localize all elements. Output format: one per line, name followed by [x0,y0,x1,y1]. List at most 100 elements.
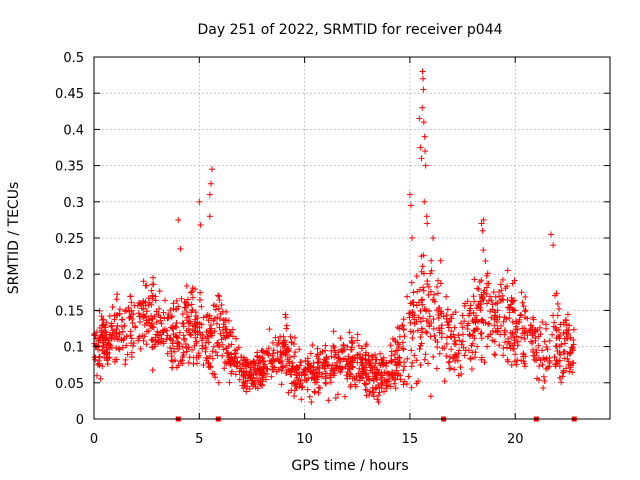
data-point [322,375,329,382]
data-point [213,303,220,310]
data-point [370,389,377,396]
data-point [93,372,100,379]
data-point [465,312,472,319]
data-point [511,277,518,284]
data-point [396,333,403,340]
data-point [98,313,105,320]
data-point [100,343,107,350]
data-point [378,356,385,363]
data-point [546,357,553,364]
data-point [413,357,420,364]
data-point [240,357,247,364]
data-point [113,296,120,303]
data-point [210,343,217,350]
data-point [469,340,476,347]
data-point [107,332,114,339]
data-point [245,362,252,369]
data-point [552,292,559,299]
data-point [539,347,546,354]
data-point [563,365,570,372]
data-point [543,365,550,372]
data-point [522,293,529,300]
data-point [447,333,454,340]
data-point [228,341,235,348]
data-point [408,363,415,370]
data-point [367,367,374,374]
data-point [487,331,494,338]
data-point [471,298,478,305]
data-point-peak [207,180,214,187]
x-tick-label: 0 [90,432,98,447]
data-point [478,301,485,308]
data-point [492,309,499,316]
data-point [476,278,483,285]
data-point [343,372,350,379]
data-point [411,352,418,359]
data-point [307,369,314,376]
data-point [431,332,438,339]
data-point [296,346,303,353]
data-point [128,353,135,360]
data-point [509,280,516,287]
data-point [509,298,516,305]
data-point [358,345,365,352]
data-point [506,315,513,322]
data-point [459,324,466,331]
data-point [433,365,440,372]
data-point [485,280,492,287]
data-point [304,355,311,362]
data-point [418,297,425,304]
data-point [556,335,563,342]
data-point [94,361,101,368]
data-point [494,328,501,335]
data-point [434,283,441,290]
data-point [501,314,508,321]
data-point [451,366,458,373]
data-point [251,380,258,387]
data-point [566,368,573,375]
data-point [315,389,322,396]
data-point [436,350,443,357]
data-point [508,362,515,369]
data-point [148,287,155,294]
data-point [494,318,501,325]
data-point [504,344,511,351]
data-point [232,335,239,342]
data-point [108,322,115,329]
data-point [270,347,277,354]
data-point [424,281,431,288]
data-point [169,325,176,332]
data-point [98,322,105,329]
data-point [417,361,424,368]
data-point [569,369,576,376]
data-point-peak [479,227,486,234]
data-point [522,307,529,314]
data-point [179,320,186,327]
data-point [546,363,553,370]
data-point [323,355,330,362]
data-point [127,293,134,300]
data-point [497,281,504,288]
data-point [459,312,466,319]
data-point [150,274,157,281]
data-point [543,343,550,350]
data-point [434,344,441,351]
data-point [272,334,279,341]
data-point [229,333,236,340]
data-point [324,362,331,369]
data-point [244,383,251,390]
data-point [115,336,122,343]
data-point [253,369,260,376]
data-point [151,313,158,320]
data-point [137,301,144,308]
data-point [103,344,110,351]
data-point [373,385,380,392]
data-point [253,375,260,382]
data-point [142,282,149,289]
data-point [484,270,491,277]
data-point [281,343,288,350]
data-point [221,365,228,372]
data-point [514,326,521,333]
data-point [227,362,234,369]
data-point [418,340,425,347]
